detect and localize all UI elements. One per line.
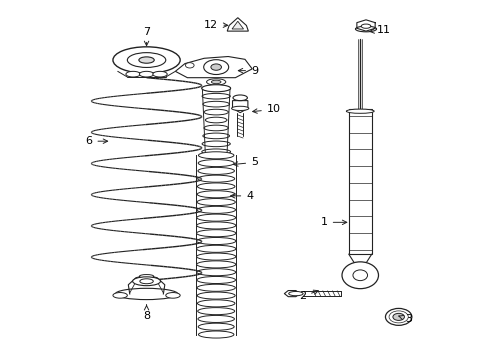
Ellipse shape bbox=[115, 288, 178, 300]
Text: 8: 8 bbox=[143, 305, 150, 321]
Polygon shape bbox=[232, 21, 244, 29]
Ellipse shape bbox=[197, 292, 235, 299]
Ellipse shape bbox=[393, 313, 404, 320]
Ellipse shape bbox=[197, 175, 235, 182]
Ellipse shape bbox=[196, 261, 236, 268]
Text: 12: 12 bbox=[204, 20, 228, 30]
Ellipse shape bbox=[198, 323, 234, 330]
Ellipse shape bbox=[196, 214, 236, 221]
Ellipse shape bbox=[196, 245, 236, 252]
Text: 3: 3 bbox=[399, 314, 412, 324]
Ellipse shape bbox=[202, 141, 230, 147]
Ellipse shape bbox=[153, 71, 167, 77]
Ellipse shape bbox=[205, 117, 227, 123]
Ellipse shape bbox=[197, 308, 235, 315]
Ellipse shape bbox=[197, 183, 235, 190]
Ellipse shape bbox=[289, 292, 303, 296]
Ellipse shape bbox=[139, 57, 154, 63]
Ellipse shape bbox=[197, 300, 235, 307]
Ellipse shape bbox=[389, 311, 408, 323]
Ellipse shape bbox=[361, 24, 371, 28]
Ellipse shape bbox=[353, 270, 368, 280]
Polygon shape bbox=[233, 100, 248, 113]
Ellipse shape bbox=[202, 85, 231, 92]
Ellipse shape bbox=[198, 315, 234, 323]
Ellipse shape bbox=[196, 238, 236, 244]
Ellipse shape bbox=[203, 133, 229, 139]
Ellipse shape bbox=[133, 277, 161, 286]
Ellipse shape bbox=[233, 95, 247, 100]
Text: 9: 9 bbox=[238, 66, 258, 76]
Polygon shape bbox=[175, 57, 252, 78]
Ellipse shape bbox=[198, 152, 234, 159]
Ellipse shape bbox=[197, 191, 235, 198]
Text: 2: 2 bbox=[299, 290, 318, 301]
Polygon shape bbox=[227, 18, 248, 31]
Ellipse shape bbox=[113, 47, 180, 73]
Ellipse shape bbox=[196, 253, 236, 260]
Ellipse shape bbox=[127, 53, 166, 67]
Ellipse shape bbox=[196, 269, 236, 276]
Ellipse shape bbox=[197, 276, 236, 284]
Ellipse shape bbox=[202, 85, 231, 91]
Ellipse shape bbox=[198, 159, 234, 167]
Ellipse shape bbox=[185, 63, 194, 68]
Ellipse shape bbox=[202, 149, 231, 154]
Ellipse shape bbox=[113, 293, 127, 298]
Ellipse shape bbox=[204, 125, 228, 131]
Ellipse shape bbox=[139, 71, 154, 77]
Ellipse shape bbox=[211, 64, 221, 70]
Ellipse shape bbox=[197, 198, 235, 206]
Text: 5: 5 bbox=[233, 157, 258, 167]
Text: 6: 6 bbox=[85, 136, 108, 146]
Text: 7: 7 bbox=[143, 27, 150, 46]
Text: 11: 11 bbox=[370, 25, 391, 35]
Ellipse shape bbox=[197, 206, 236, 213]
Ellipse shape bbox=[198, 167, 234, 174]
Ellipse shape bbox=[198, 331, 234, 338]
Ellipse shape bbox=[204, 109, 228, 115]
Ellipse shape bbox=[203, 101, 229, 107]
Text: 1: 1 bbox=[321, 217, 347, 227]
Ellipse shape bbox=[386, 309, 412, 325]
Ellipse shape bbox=[204, 60, 229, 75]
Ellipse shape bbox=[139, 275, 154, 278]
Ellipse shape bbox=[346, 109, 374, 113]
Ellipse shape bbox=[355, 26, 377, 32]
Ellipse shape bbox=[211, 80, 221, 84]
Ellipse shape bbox=[232, 106, 249, 111]
Ellipse shape bbox=[196, 230, 236, 237]
Text: 10: 10 bbox=[253, 104, 281, 114]
Ellipse shape bbox=[126, 71, 140, 77]
Ellipse shape bbox=[196, 222, 236, 229]
Ellipse shape bbox=[342, 262, 378, 289]
Ellipse shape bbox=[202, 93, 230, 99]
Ellipse shape bbox=[166, 293, 180, 298]
Text: 4: 4 bbox=[231, 191, 253, 201]
Bar bbox=[349, 109, 372, 254]
Ellipse shape bbox=[140, 279, 153, 284]
Ellipse shape bbox=[207, 79, 226, 85]
Ellipse shape bbox=[197, 284, 235, 291]
